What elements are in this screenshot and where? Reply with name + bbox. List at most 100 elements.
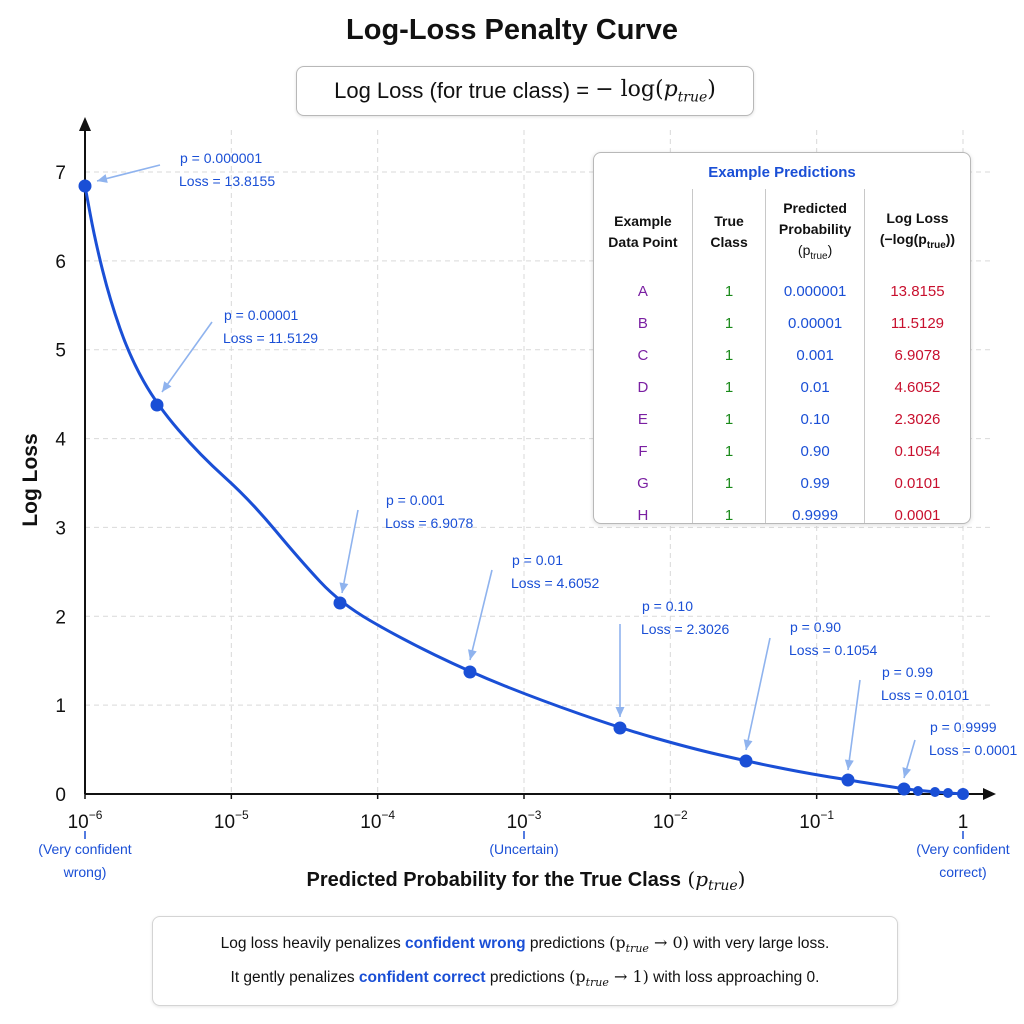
annotation-arrowhead	[844, 759, 854, 770]
annotation-loss: Loss = 2.3026	[641, 621, 730, 637]
row-log-loss: 4.6052	[863, 371, 970, 403]
row-probability: 0.000001	[765, 275, 865, 307]
annotation-arrowhead	[97, 174, 108, 183]
x-tick-label: 10−3	[507, 808, 542, 833]
row-probability: 0.9999	[765, 499, 865, 523]
annotation-probability: p = 0.90	[790, 619, 841, 635]
annotation-probability: p = 0.99	[882, 664, 933, 680]
annotation-arrow	[745, 637, 771, 751]
chart-title: Log-Loss Penalty Curve	[346, 14, 678, 46]
header-loss: Log Loss (−log(ptrue))	[863, 189, 970, 275]
row-label: A	[637, 282, 648, 300]
x-note-text: (Very confident	[38, 841, 131, 857]
row-probability: 0.90	[765, 435, 865, 467]
data-point	[739, 754, 753, 768]
row-log-loss: 13.8155	[863, 275, 970, 307]
table-title: Example Predictions	[708, 164, 856, 181]
data-point-small	[930, 787, 940, 797]
row-label: E	[637, 410, 648, 428]
annotation-loss: Loss = 4.6052	[511, 575, 600, 591]
annotation-loss: Loss = 0.0101	[881, 687, 970, 703]
x-tick-label: 10−1	[799, 808, 834, 833]
row-true-class: 1	[691, 403, 766, 435]
row-true-class: 1	[691, 435, 766, 467]
annotation-arrowhead	[468, 649, 477, 660]
formula-math: − log(ptrue)	[595, 76, 716, 106]
row-label: G	[637, 474, 649, 492]
data-point	[613, 721, 627, 735]
row-true-class: 1	[691, 467, 766, 499]
data-point-small	[913, 786, 923, 796]
data-point	[78, 179, 92, 193]
y-tick-label: 3	[55, 518, 66, 539]
row-true-class: 1	[691, 275, 766, 307]
y-tick-label: 0	[55, 785, 66, 806]
row-probability: 0.00001	[765, 307, 865, 339]
x-note-text: correct)	[939, 864, 986, 880]
x-note-text: wrong)	[63, 864, 107, 880]
annotation-arrows	[96, 164, 916, 779]
annotation-probability: p = 0.01	[512, 552, 563, 568]
annotation-arrowhead	[615, 707, 625, 717]
table-row: A 1 0.000001 13.8155	[594, 275, 970, 307]
x-tick-label: 10−2	[653, 808, 688, 833]
annotation-arrow	[161, 321, 213, 393]
annotation-arrow	[96, 164, 161, 182]
data-point-small	[943, 788, 953, 798]
row-true-class: 1	[691, 307, 766, 339]
annotation-arrowhead	[902, 767, 912, 778]
header-prob: Predicted Probability (ptrue)	[765, 189, 865, 275]
table-row: F 1 0.90 0.1054	[594, 435, 970, 467]
annotation-loss: Loss = 0.1054	[789, 642, 878, 658]
note-line-2: It gently penalizes confident correct pr…	[230, 967, 820, 990]
annotation-arrow	[469, 569, 493, 661]
row-true-class: 1	[691, 339, 766, 371]
row-log-loss: 2.3026	[863, 403, 970, 435]
annotation-arrowhead	[743, 739, 753, 750]
data-point-end	[957, 788, 969, 800]
row-log-loss: 0.0001	[863, 499, 970, 523]
header-point: Example Data Point	[608, 213, 678, 250]
table-row: G 1 0.99 0.0101	[594, 467, 970, 499]
row-log-loss: 11.5129	[863, 307, 970, 339]
note-line-1: Log loss heavily penalizes confident wro…	[220, 933, 830, 956]
x-note-text: (Uncertain)	[489, 841, 558, 857]
annotation-loss: Loss = 11.5129	[223, 330, 318, 346]
annotation-probability: p = 0.00001	[224, 307, 299, 323]
row-log-loss: 6.9078	[863, 339, 970, 371]
y-axis-arrow	[79, 117, 91, 131]
row-log-loss: 0.0101	[863, 467, 970, 499]
x-tick-label: 10−4	[360, 808, 395, 833]
row-label: F	[638, 442, 648, 460]
row-probability: 0.01	[765, 371, 865, 403]
summary-note: Log loss heavily penalizes confident wro…	[152, 916, 898, 1006]
data-point	[150, 398, 164, 412]
y-tick-label: 1	[55, 696, 66, 717]
y-tick-label: 7	[55, 163, 66, 184]
row-label: D	[637, 378, 649, 396]
table-row: C 1 0.001 6.9078	[594, 339, 970, 371]
row-probability: 0.001	[765, 339, 865, 371]
table-row: D 1 0.01 4.6052	[594, 371, 970, 403]
y-tick-label: 2	[55, 607, 66, 628]
annotation-loss: Loss = 13.8155	[179, 173, 275, 189]
axes	[79, 117, 996, 800]
tick-labels: 0 1 2 3 4 5 6 7 10−6 10−5 10−4 10−3 10−2 10−1 1	[55, 163, 968, 833]
x-tick-label: 1	[958, 812, 969, 833]
row-true-class: 1	[691, 499, 766, 523]
row-label: H	[637, 506, 649, 524]
header-class: True Class	[691, 189, 766, 275]
annotation-probability: p = 0.9999	[930, 719, 997, 735]
row-true-class: 1	[691, 371, 766, 403]
x-axis-notes: (Very confident wrong) (Uncertain) (Very co…	[38, 831, 1010, 880]
formula-box: Log Loss (for true class) = − log(ptrue)	[296, 66, 754, 116]
data-point	[841, 773, 855, 787]
y-tick-label: 6	[55, 252, 66, 273]
x-tick-label: 10−5	[214, 808, 249, 833]
x-tick-label: 10−6	[68, 808, 103, 833]
annotation-loss: Loss = 0.0001	[929, 742, 1018, 758]
annotation-arrowhead	[162, 381, 172, 392]
row-probability: 0.10	[765, 403, 865, 435]
y-axis-label: Log Loss	[19, 433, 42, 526]
